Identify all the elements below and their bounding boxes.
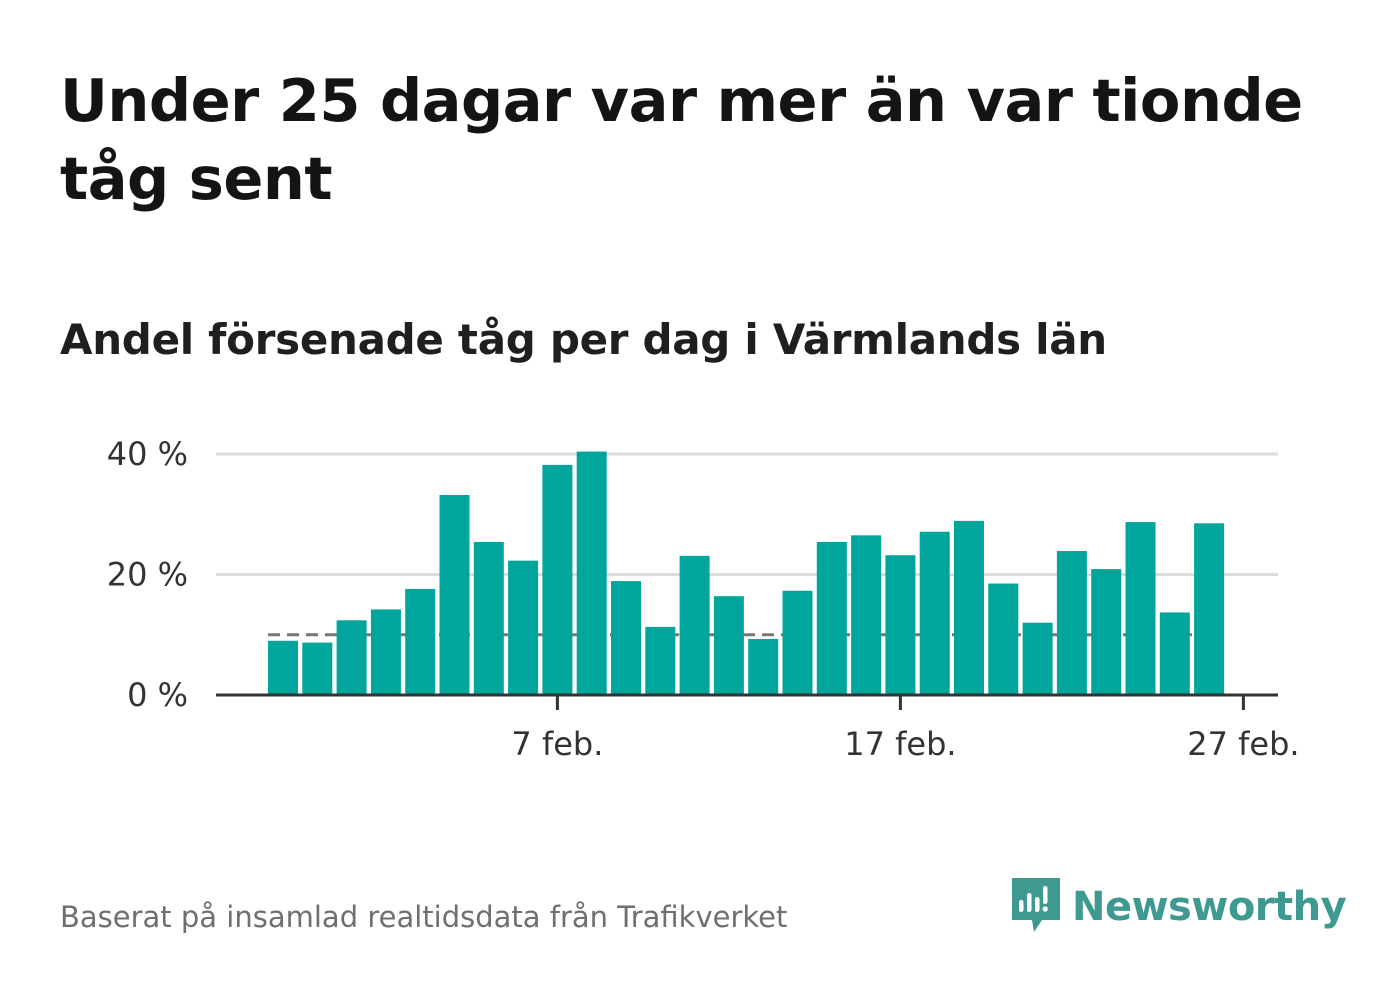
- bar: [611, 581, 641, 695]
- bar: [748, 638, 779, 695]
- bar: [645, 626, 676, 695]
- bar: [954, 520, 984, 695]
- bar: [439, 494, 470, 695]
- y-tick-label: 20 %: [107, 556, 188, 594]
- source-note: Baserat på insamlad realtidsdata från Tr…: [60, 900, 788, 934]
- bar: [1194, 523, 1225, 695]
- bar: [988, 583, 1019, 695]
- bar: [713, 596, 744, 695]
- axes: 0 % 20 % 40 % 7 feb. 17 feb. 27 feb.: [107, 435, 1300, 760]
- brand-name: Newsworthy: [1072, 884, 1347, 930]
- bar: [919, 531, 950, 695]
- bar: [302, 642, 333, 695]
- bar: [679, 555, 710, 695]
- y-tick-label: 40 %: [107, 435, 188, 473]
- bar: [473, 541, 504, 695]
- bar: [508, 560, 539, 695]
- bar: [1125, 522, 1156, 695]
- bar: [1056, 551, 1087, 695]
- x-tick-label: 17 feb.: [844, 725, 956, 760]
- bar: [576, 451, 607, 695]
- grid-lines: [216, 452, 1278, 576]
- newsworthy-logo-icon: [1012, 878, 1060, 932]
- bar: [782, 590, 813, 695]
- bars: [268, 451, 1225, 695]
- bar: [405, 588, 436, 695]
- bar: [268, 640, 298, 695]
- bar: [1022, 622, 1053, 695]
- brand: Newsworthy: [1010, 876, 1347, 938]
- bar: [336, 620, 367, 695]
- bar: [885, 555, 916, 695]
- bar: [1091, 569, 1122, 695]
- bar: [370, 609, 401, 695]
- x-tick-label: 27 feb.: [1187, 725, 1299, 760]
- bar: [816, 541, 847, 695]
- y-tick-label: 0 %: [127, 676, 188, 714]
- page-title: Under 25 dagar var mer än var tionde tåg…: [60, 66, 1303, 213]
- bar: [851, 535, 882, 695]
- bar-chart: 0 % 20 % 40 % 7 feb. 17 feb. 27 feb.: [107, 435, 1300, 760]
- x-tick-label: 7 feb.: [511, 725, 603, 760]
- bar: [1159, 612, 1190, 695]
- chart-subtitle: Andel försenade tåg per dag i Värmlands …: [60, 315, 1107, 364]
- bar: [542, 464, 573, 695]
